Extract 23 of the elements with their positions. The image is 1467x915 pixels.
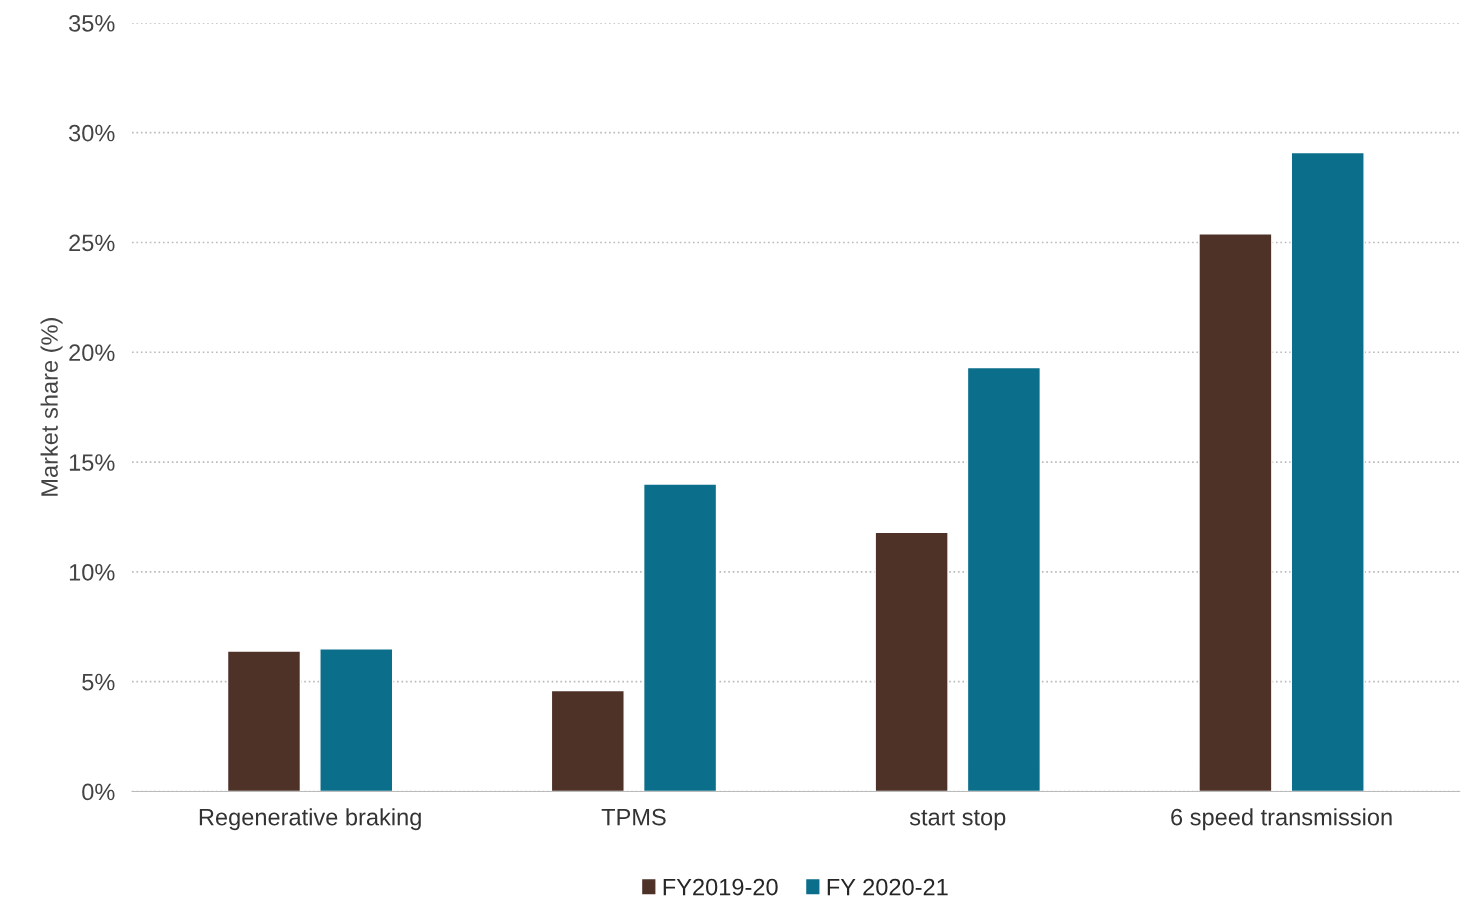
bar — [226, 650, 302, 792]
x-tick-label: start stop — [909, 809, 1006, 831]
bar — [1290, 151, 1365, 792]
y-axis-title: Market share (%) — [40, 318, 63, 496]
y-tick-label: 5% — [82, 673, 115, 691]
bar — [1198, 232, 1273, 792]
bar — [874, 531, 949, 792]
y-tick-label: 15% — [69, 454, 115, 471]
y-tick-label: 25% — [69, 234, 115, 252]
y-tick-label: 20% — [69, 344, 115, 362]
y-tick-label: 30% — [69, 124, 115, 142]
bar — [319, 648, 394, 792]
legend-label: FY2019-20 — [663, 878, 778, 896]
x-tick-label: TPMS — [601, 808, 666, 826]
y-tick-label: 0% — [82, 783, 115, 801]
legend-label: FY 2020-21 — [827, 878, 948, 896]
bar — [642, 483, 718, 792]
x-tick-label: Regenerative braking — [199, 808, 421, 831]
x-tick-label: 6 speed transmission — [1171, 808, 1392, 831]
bar — [550, 689, 625, 792]
bar — [966, 366, 1042, 792]
y-tick-label: 10% — [69, 563, 115, 581]
y-tick-label: 35% — [69, 14, 115, 32]
